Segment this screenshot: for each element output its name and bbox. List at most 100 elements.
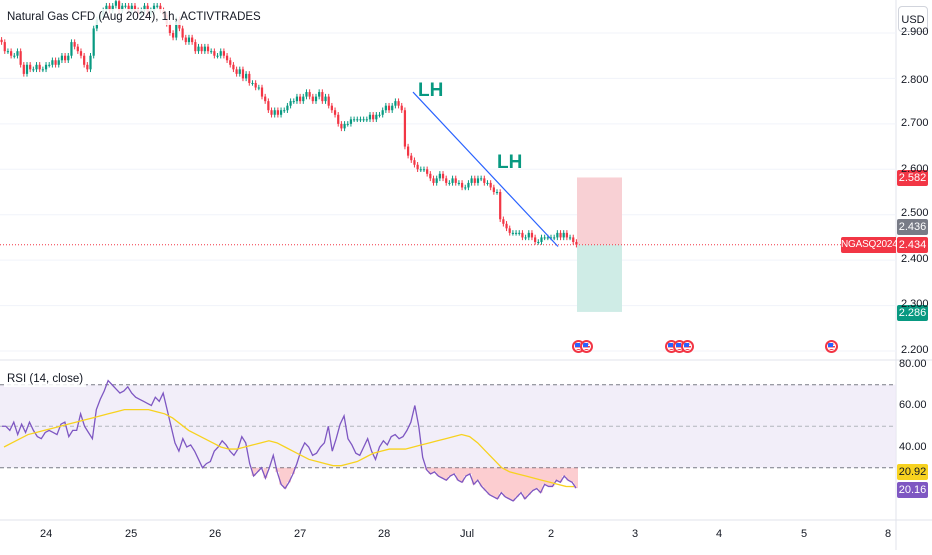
candle-body	[79, 51, 83, 56]
candle-body	[22, 64, 25, 74]
candle-body	[448, 182, 451, 184]
candle-body	[25, 64, 29, 74]
candle-body	[222, 51, 226, 56]
rsi-axis-tick: 60.00	[899, 399, 927, 411]
candle-body	[292, 101, 295, 103]
candle-body	[438, 173, 441, 179]
rsi-axis-tick: 80.00	[899, 358, 927, 370]
price-axis-tick: 2.700	[901, 117, 929, 129]
candle-body	[283, 110, 286, 112]
candle-body	[44, 64, 48, 70]
time-axis-tick: 5	[801, 528, 808, 540]
candle-body	[549, 237, 553, 239]
candle-body	[464, 187, 467, 189]
candle-body	[219, 51, 222, 56]
lower-high-label: LH	[497, 152, 523, 173]
candle-body	[191, 37, 194, 43]
candle-body	[279, 110, 283, 115]
candle-body	[435, 178, 438, 183]
candle-body	[432, 178, 435, 183]
candle-body	[381, 110, 384, 115]
candle-body	[391, 105, 394, 111]
trendline	[412, 91, 559, 247]
currency-button[interactable]: USD	[898, 6, 928, 32]
candle-body	[89, 55, 92, 70]
candle-body	[499, 192, 502, 220]
time-axis-tick: Jul	[460, 528, 475, 540]
candle-body	[530, 232, 534, 238]
time-axis-tick: 25	[125, 528, 138, 540]
candle-body	[267, 101, 270, 111]
candle-body	[32, 69, 35, 71]
time-axis-tick: 2	[548, 528, 555, 540]
rsi-ma-tag: 20.92	[897, 464, 928, 480]
rsi-value-tag: 20.16	[897, 482, 928, 498]
candle-body	[276, 110, 279, 115]
candle-body	[467, 182, 470, 188]
price-axis-tick: 2.200	[901, 344, 929, 356]
candle-body	[260, 87, 264, 97]
candle-body	[359, 119, 362, 121]
candle-body	[556, 232, 559, 238]
rsi-axis-tick: 40.00	[899, 441, 927, 453]
candle-body	[327, 96, 330, 106]
candle-body	[473, 178, 476, 183]
time-axis-tick: 4	[716, 528, 723, 540]
us-flag-event-icon[interactable]	[681, 340, 694, 353]
candle-body	[314, 96, 318, 102]
candle-body	[457, 182, 461, 184]
stop-loss-zone	[577, 177, 622, 245]
candle-body	[426, 169, 429, 174]
candle-body	[394, 101, 397, 106]
candle-body	[356, 119, 359, 121]
time-axis-tick: 26	[209, 528, 222, 540]
stop-price-tag: 2.582	[897, 170, 928, 186]
candle-body	[175, 19, 178, 38]
candle-body	[152, 5, 156, 11]
candle-body	[505, 223, 508, 229]
candle-body	[483, 178, 486, 183]
candle-body	[534, 237, 537, 242]
candle-body	[181, 28, 184, 38]
price-axis-tick: 2.400	[901, 253, 929, 265]
price-axis-tick: 2.300	[901, 298, 929, 310]
candle-body	[330, 105, 333, 111]
candle-body	[241, 69, 245, 79]
candle-body	[54, 60, 57, 65]
candle-body	[416, 164, 419, 170]
candle-body	[486, 182, 489, 184]
candle-body	[419, 169, 422, 171]
candle-body	[553, 237, 556, 239]
candle-body	[60, 55, 64, 61]
price-axis-tick: 2.500	[901, 207, 929, 219]
us-flag-event-icon[interactable]	[825, 340, 838, 353]
candle-body	[133, 5, 137, 11]
candle-body	[127, 5, 130, 11]
candle-body	[159, 5, 162, 11]
candle-body	[575, 241, 578, 245]
candle-body	[111, 5, 114, 11]
candle-body	[470, 178, 473, 183]
candle-body	[257, 87, 260, 89]
candle-body	[324, 96, 327, 102]
candle-body	[441, 173, 445, 179]
candle-body	[540, 237, 543, 242]
us-flag-event-icon[interactable]	[580, 340, 593, 353]
candle-body	[413, 160, 416, 165]
candle-body	[225, 55, 229, 61]
candle-body	[210, 51, 213, 53]
candle-body	[117, 1, 121, 11]
candle-body	[213, 51, 216, 56]
price-axis-tick: 2.900	[901, 26, 929, 38]
candle-body	[521, 232, 524, 238]
candle-body	[6, 51, 10, 53]
candle-body	[406, 146, 410, 156]
candle-body	[264, 96, 267, 102]
candle-body	[105, 5, 108, 11]
candle-body	[559, 232, 562, 238]
candle-body	[197, 46, 200, 52]
candle-body	[476, 178, 480, 183]
candle-body	[568, 237, 572, 239]
